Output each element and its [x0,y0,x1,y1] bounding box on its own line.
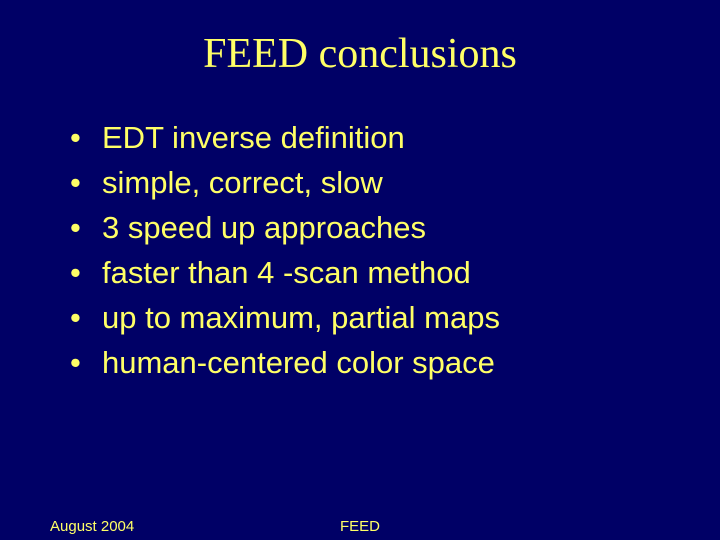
bullet-item: human-centered color space [70,341,670,386]
bullet-list: EDT inverse definition simple, correct, … [50,116,670,386]
slide: FEED conclusions EDT inverse definition … [0,0,720,540]
footer-date: August 2004 [50,518,134,535]
slide-title: FEED conclusions [50,30,670,78]
bullet-item: simple, correct, slow [70,161,670,206]
bullet-item: faster than 4 -scan method [70,251,670,296]
bullet-item: 3 speed up approaches [70,206,670,251]
footer-title: FEED [340,518,380,535]
bullet-item: EDT inverse definition [70,116,670,161]
bullet-item: up to maximum, partial maps [70,296,670,341]
